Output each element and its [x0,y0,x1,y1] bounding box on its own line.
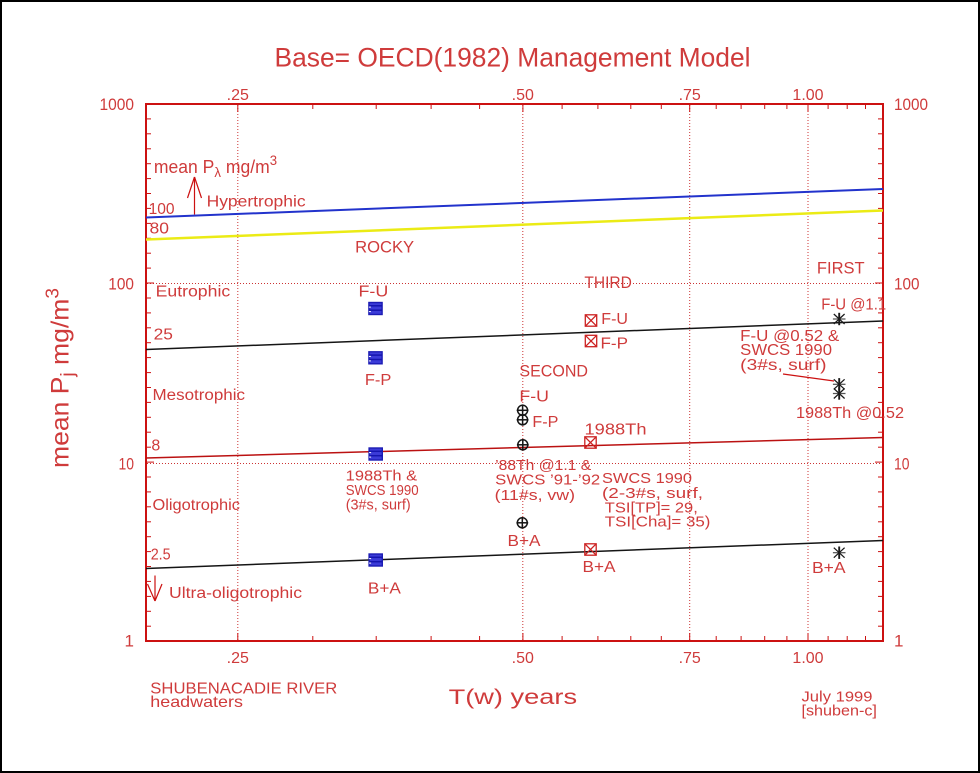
svg-text:.50: .50 [512,650,534,667]
svg-text:THIRD: THIRD [584,273,632,292]
svg-text:25: 25 [154,326,173,343]
svg-text:.75: .75 [679,87,701,104]
svg-text:.50: .50 [512,87,534,104]
svg-text:SWCS 1990: SWCS 1990 [602,470,692,487]
svg-text:1988Th &: 1988Th & [346,468,417,485]
svg-text:.25: .25 [227,87,249,104]
svg-text:1: 1 [894,632,903,651]
svg-text:10: 10 [119,455,135,474]
svg-text:8: 8 [151,438,160,455]
svg-text:100: 100 [108,275,134,294]
svg-text:B+A: B+A [368,581,401,598]
svg-text:F-P: F-P [532,414,558,431]
svg-text:TSI[Cha]= 35): TSI[Cha]= 35) [605,514,711,531]
svg-text:B+A: B+A [508,533,541,550]
svg-text:100: 100 [149,201,175,218]
svg-text:SWCS 1990: SWCS 1990 [346,482,419,499]
svg-text:July 1999: July 1999 [802,689,873,706]
svg-text:SWCS 1990: SWCS 1990 [740,342,832,359]
svg-text:SWCS ’91-’92: SWCS ’91-’92 [495,472,600,489]
svg-text:B+A: B+A [583,559,616,576]
svg-text:F-P: F-P [601,336,629,353]
svg-text:TSI[TP]= 29,: TSI[TP]= 29, [605,500,698,517]
svg-text:[shuben-c]: [shuben-c] [802,703,877,720]
svg-text:Base= OECD(1982) Management Mo: Base= OECD(1982) Management Model [275,43,751,73]
svg-text:.75: .75 [679,650,701,667]
svg-text:mean Pj mg/m3: mean Pj mg/m3 [43,288,78,468]
svg-text:2.5: 2.5 [151,547,171,564]
svg-text:Hypertrophic: Hypertrophic [207,194,306,211]
svg-text:(2-3#s, surf,: (2-3#s, surf, [602,485,703,502]
svg-text:F-U: F-U [359,284,389,301]
svg-text:1000: 1000 [894,95,928,114]
svg-text:headwaters: headwaters [150,694,243,711]
svg-text:F-U @1.1: F-U @1.1 [821,297,886,314]
svg-text:1.00: 1.00 [792,87,823,104]
svg-text:F-U: F-U [601,311,628,328]
svg-text:F-P: F-P [365,372,392,389]
svg-text:Ultra-oligotrophic: Ultra-oligotrophic [169,585,302,602]
svg-text:B+A: B+A [812,560,846,577]
svg-text:1.00: 1.00 [792,650,823,667]
svg-text:F-U @0.52 &: F-U @0.52 & [740,328,839,345]
svg-text:1988Th: 1988Th [585,422,647,439]
svg-text:10: 10 [894,455,910,474]
svg-text:(11#s, vw): (11#s, vw) [495,487,575,504]
svg-text:FIRST: FIRST [817,259,865,278]
svg-text:Eutrophic: Eutrophic [156,284,231,301]
svg-text:1000: 1000 [100,95,135,114]
svg-text:SHUBENACADIE RIVER: SHUBENACADIE RIVER [150,681,337,698]
svg-text:T(w) years: T(w) years [449,686,577,709]
svg-text:(3#s, surf): (3#s, surf) [740,357,826,374]
svg-text:Oligotrophic: Oligotrophic [153,497,241,514]
svg-text:1988Th @0.52: 1988Th @0.52 [796,405,904,422]
svg-text:ROCKY: ROCKY [355,238,414,257]
svg-text:Mesotrophic: Mesotrophic [153,387,246,404]
svg-text:1: 1 [125,632,134,651]
svg-text:.25: .25 [227,650,249,667]
svg-text:’88Th @1.1 &: ’88Th @1.1 & [495,457,591,474]
svg-text:100: 100 [894,275,920,294]
svg-text:SECOND: SECOND [519,362,588,381]
svg-text:80: 80 [150,221,170,238]
svg-text:mean Pλ mg/m3: mean Pλ mg/m3 [154,153,277,180]
svg-text:(3#s, surf): (3#s, surf) [346,497,411,514]
svg-text:F-U: F-U [519,389,549,406]
